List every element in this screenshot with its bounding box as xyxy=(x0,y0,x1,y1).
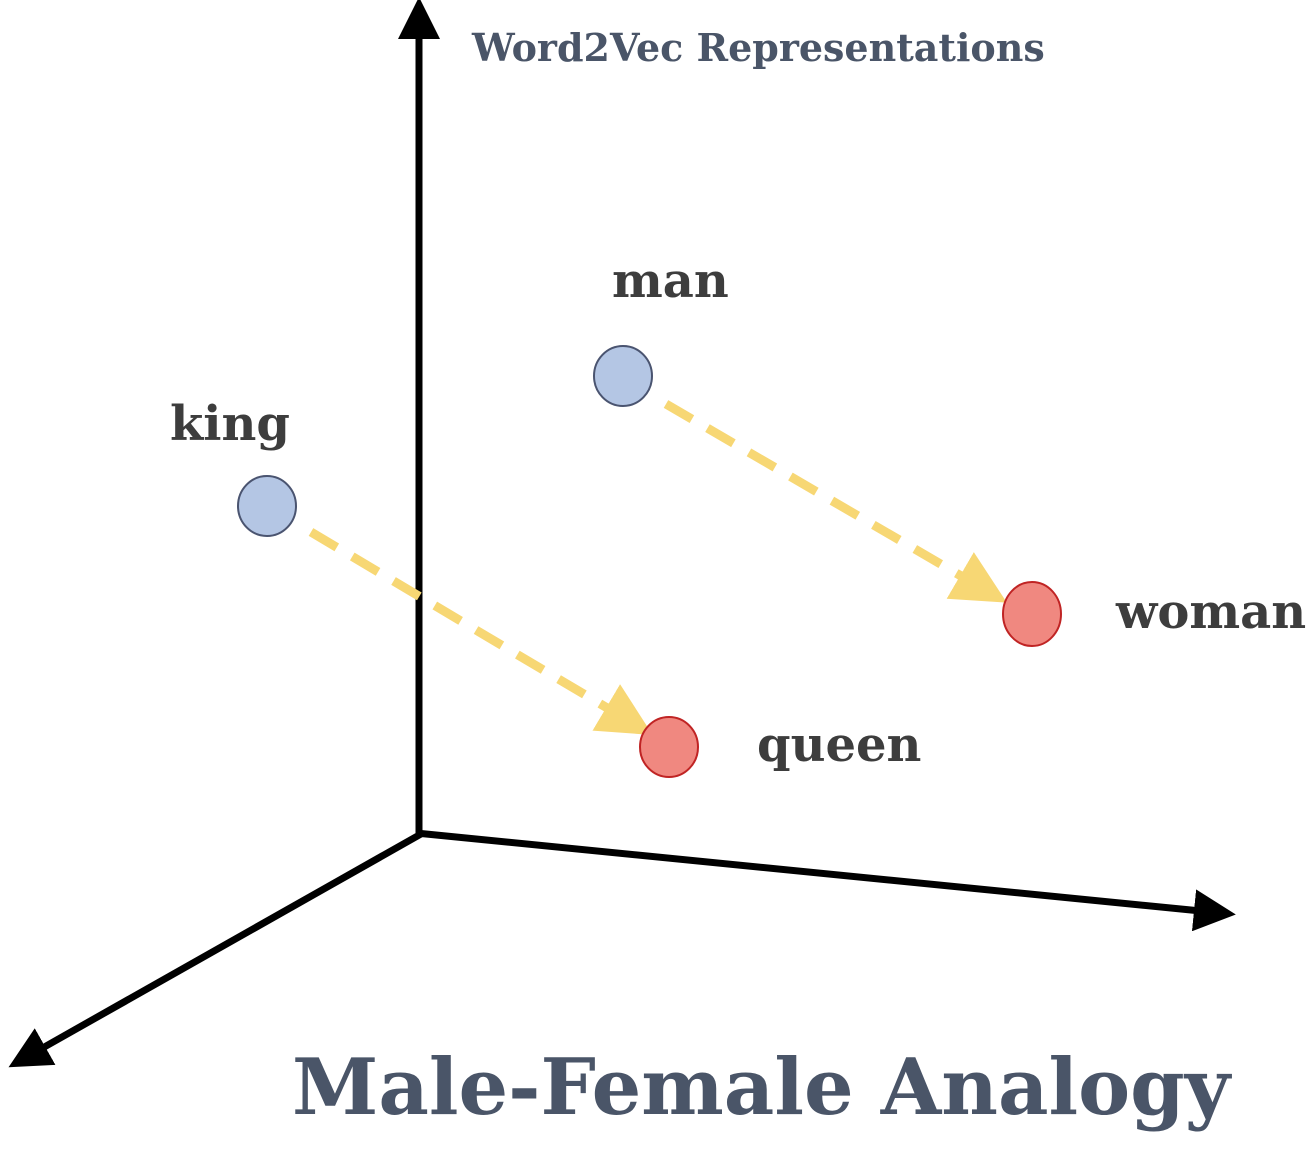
horizontal-axis xyxy=(415,829,1236,932)
word-label-woman: woman xyxy=(1115,584,1306,640)
male-point xyxy=(237,475,297,537)
axes xyxy=(8,0,1236,1068)
word-node-man: man xyxy=(593,253,729,407)
footer-title: Male-Female Analogy xyxy=(292,1042,1233,1133)
analogy-arrow-king-queen xyxy=(308,528,653,735)
word-node-king: king xyxy=(170,396,297,537)
female-point xyxy=(639,716,699,778)
female-point xyxy=(1002,581,1062,647)
analogy-arrows xyxy=(308,400,1007,735)
male-point xyxy=(593,345,653,407)
word-node-woman: woman xyxy=(1002,581,1306,647)
word-node-queen: queen xyxy=(639,716,921,778)
header-title: Word2Vec Representations xyxy=(471,25,1045,70)
word-label-queen: queen xyxy=(757,717,921,773)
depth-axis xyxy=(8,830,423,1068)
analogy-arrow-man-woman xyxy=(663,400,1007,603)
word-label-king: king xyxy=(170,396,290,452)
word-label-man: man xyxy=(612,253,729,309)
